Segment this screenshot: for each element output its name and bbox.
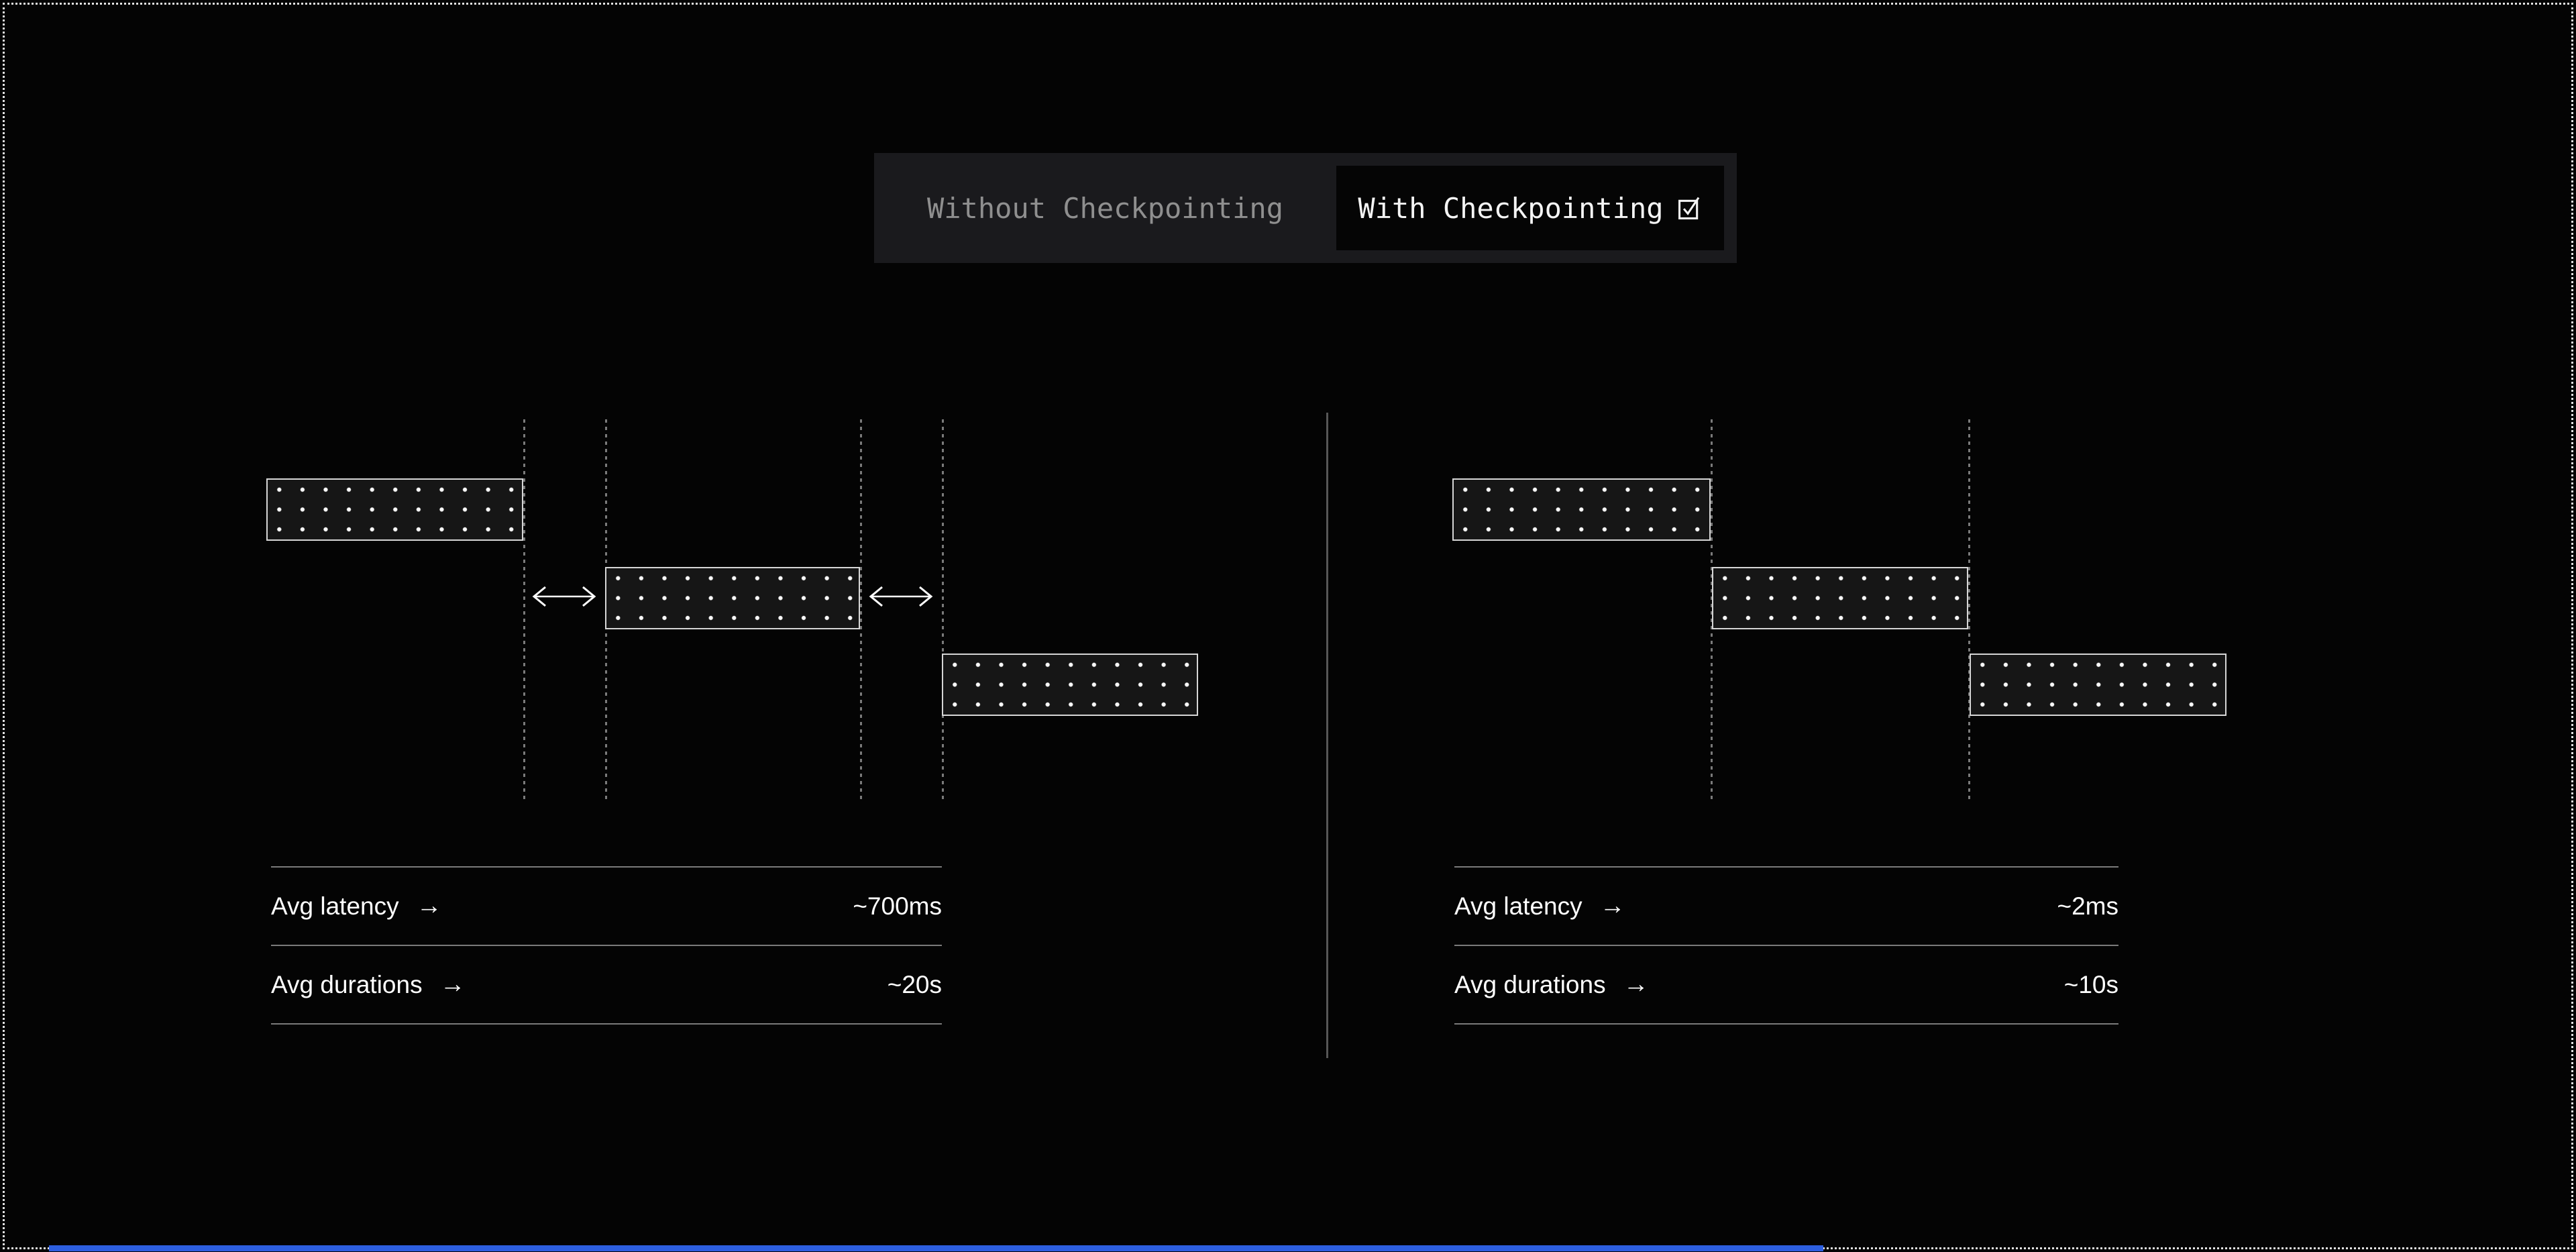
stat-value: ~10s <box>2063 970 2118 998</box>
checked-checkbox-icon <box>1678 197 1699 219</box>
stat-label-text: Avg latency <box>1454 892 1582 920</box>
task-bar <box>605 567 860 629</box>
timeline-guide <box>942 419 944 800</box>
panel-divider <box>1326 413 1328 1058</box>
task-bar <box>1452 478 1711 541</box>
timeline-guide <box>1968 419 1970 800</box>
stat-value: ~700ms <box>853 892 942 920</box>
stat-label: Avg latency → <box>1454 892 1625 921</box>
checkpointing-toggle-group: Without Checkpointing With Checkpointing <box>874 153 1737 263</box>
stat-label-text: Avg durations <box>1454 970 1606 998</box>
stat-label: Avg latency → <box>271 892 442 921</box>
right-arrow-icon: → <box>1599 892 1625 920</box>
stat-label: Avg durations → <box>271 970 466 999</box>
stat-label-text: Avg durations <box>271 970 423 998</box>
video-progress-bar[interactable] <box>49 1245 1823 1251</box>
stats-table-without: Avg latency → ~700ms Avg durations → ~20… <box>271 866 942 1025</box>
task-bar <box>266 478 523 541</box>
toggle-option-without-checkpointing[interactable]: Without Checkpointing <box>926 191 1283 225</box>
timeline-guide <box>1711 419 1713 800</box>
stat-value: ~20s <box>887 970 942 998</box>
latency-gap-arrow-icon <box>869 586 933 607</box>
stats-row-durations: Avg durations → ~20s <box>271 945 942 1023</box>
toggle-active-label: With Checkpointing <box>1358 191 1664 225</box>
task-bar <box>1712 567 1968 629</box>
task-bar <box>1970 654 2226 716</box>
stat-label: Avg durations → <box>1454 970 1649 999</box>
toggle-option-with-checkpointing[interactable]: With Checkpointing <box>1336 166 1724 250</box>
latency-gap-arrow-icon <box>532 586 596 607</box>
stat-label-text: Avg latency <box>271 892 399 920</box>
stats-table-with: Avg latency → ~2ms Avg durations → ~10s <box>1454 866 2118 1025</box>
right-arrow-icon: → <box>1623 970 1649 998</box>
right-arrow-icon: → <box>439 970 466 998</box>
stats-row-latency: Avg latency → ~700ms <box>271 866 942 945</box>
stats-row-latency: Avg latency → ~2ms <box>1454 866 2118 945</box>
task-bar <box>942 654 1198 716</box>
timeline-guide <box>523 419 525 800</box>
timeline-guide <box>860 419 862 800</box>
stats-row-durations: Avg durations → ~10s <box>1454 945 2118 1023</box>
right-arrow-icon: → <box>416 892 442 920</box>
stat-value: ~2ms <box>2057 892 2118 920</box>
